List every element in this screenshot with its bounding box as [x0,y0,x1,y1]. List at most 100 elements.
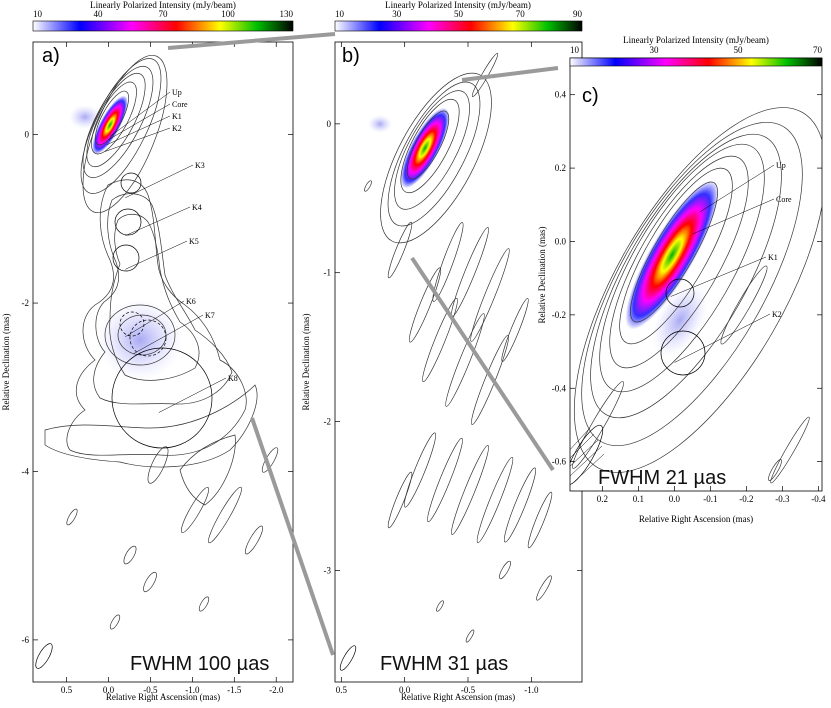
zoom-connector-b-bottom [410,256,555,472]
panel-a-knot-circles [111,172,213,449]
colorbar-tick-label: 100 [221,9,235,19]
y-tick-label: 0.4 [555,90,567,100]
panel-c-contours [572,107,822,484]
colorbar-tick-label: 50 [454,9,464,19]
panel-a-colorbar-ticks: 10 40 70 100 130 [33,9,294,19]
x-tick-label: 0.5 [61,685,73,695]
component-label: K3 [195,161,205,170]
panel-c-beam [570,424,605,486]
panel-b: 0.5 0.0 -0.5 -1.0 0 -1 -2 -3 b) FWHM 31 µas 10 3… [301,0,583,702]
component-leader [670,256,767,297]
component-leader [110,91,171,137]
panel-b-fwhm: FWHM 31 µas [380,653,508,675]
panel-a-beam [35,643,53,669]
x-tick-label: -1.0 [524,685,539,695]
x-tick-label: 0.1 [633,494,644,504]
component-leader [108,103,171,140]
colorbar-tick-label: 70 [159,9,169,19]
panel-b-pol-knot [368,115,392,133]
component-label: K1 [768,253,778,262]
component-leader [133,314,204,354]
zoom-connector-b-top [461,66,559,82]
panel-b-colorbar-ticks: 10 30 50 70 90 [335,9,583,19]
x-tick-label: 0.5 [336,685,348,695]
x-tick-label: -0.4 [811,494,826,504]
component-label: Core [776,195,792,204]
panel-b-beam [339,645,357,671]
y-tick-label: -2 [22,298,30,308]
colorbar-tick-label: 130 [280,9,294,19]
panel-a-pol-core [92,95,128,155]
y-tick-label: 0 [327,119,332,129]
panel-a-xlabel: Relative Right Ascension (mas) [106,692,220,702]
colorbar-tick-label: 50 [734,45,744,55]
x-tick-label: -0.1 [703,494,717,504]
panel-a-colorbar [32,20,294,32]
x-tick-label: 0.2 [597,494,608,504]
panel-c-frame [569,57,823,492]
y-tick-label: -2 [324,417,332,427]
panel-c-pol-core [625,180,719,330]
colorbar-tick-label: 10 [570,45,580,55]
panel-a: 0.5 0.0 -0.5 -1.0 -1.5 -2.0 0 -2 -4 -6 Up Core K1 K2… [1,0,294,702]
panel-b-xlabel: Relative Right Ascension (mas) [401,692,515,702]
component-label: K1 [172,112,182,121]
x-tick-label: -2.0 [269,685,284,695]
component-leader [106,115,171,145]
x-tick-label: -1.0 [185,685,200,695]
panel-c-colorbar-ticks: 10 30 50 70 [570,45,823,55]
x-tick-label: -0.5 [461,685,476,695]
component-label: K8 [228,374,238,383]
component-leader [125,240,188,270]
component-leader [125,300,185,337]
panel-a-ylabel: Relative Declination (mas) [1,314,11,411]
panel-a-axes: 0.5 0.0 -0.5 -1.0 -1.5 -2.0 0 -2 -4 -6 [22,42,293,695]
component-leader [105,127,171,152]
component-leader [674,313,771,363]
x-tick-label: -0.5 [143,685,158,695]
colorbar-tick-label: 40 [94,9,104,19]
panel-c-xlabel: Relative Right Ascension (mas) [639,514,753,524]
colorbar-tick-label: 70 [516,9,526,19]
zoom-connector-a-top [167,32,336,50]
x-tick-label: 0.0 [399,685,411,695]
y-tick-label: -0.4 [552,383,567,393]
zoom-connectors [167,32,559,656]
panel-c: 0.2 0.1 0.0 -0.1 -0.2 -0.3 -0.4 0.4 0.2 0.0 -0.2 -0… [537,35,826,524]
y-tick-label: -1 [324,268,332,278]
panel-a-image [35,54,279,669]
y-tick-label: -0.6 [552,457,567,467]
panel-b-colorbar [334,20,583,32]
panel-a-letter: a) [42,45,60,67]
x-tick-label: -1.5 [227,685,242,695]
component-leader [699,164,775,213]
panel-c-colorbar [569,57,823,67]
component-label: K6 [186,297,196,306]
component-label: K2 [172,124,182,133]
component-leader [692,198,775,235]
component-label: K4 [192,203,202,212]
y-tick-label: 0 [25,130,30,140]
panel-b-ylabel: Relative Declination (mas) [301,314,311,411]
panel-c-letter: c) [582,85,599,107]
component-label: K2 [772,310,782,319]
component-label: K5 [189,237,199,246]
component-label: Core [172,100,188,109]
panel-c-knot-k1 [665,278,695,308]
x-tick-label: 0.0 [103,685,115,695]
colorbar-tick-label: 30 [392,9,402,19]
zoom-connector-a-bottom [250,417,335,656]
component-leader [125,164,194,199]
colorbar-tick-label: 90 [573,9,583,19]
y-tick-label: -0.2 [552,310,566,320]
colorbar-tick-label: 70 [813,45,823,55]
component-leader [125,206,191,236]
y-tick-label: 0.2 [555,163,566,173]
y-tick-label: -6 [22,635,30,645]
panel-c-ylabel: Relative Declination (mas) [537,227,547,324]
panel-b-letter: b) [342,45,360,67]
panel-a-colorbar-title: Linearly Polarized Intensity (mJy/beam) [90,0,236,10]
panel-c-image [570,107,822,486]
